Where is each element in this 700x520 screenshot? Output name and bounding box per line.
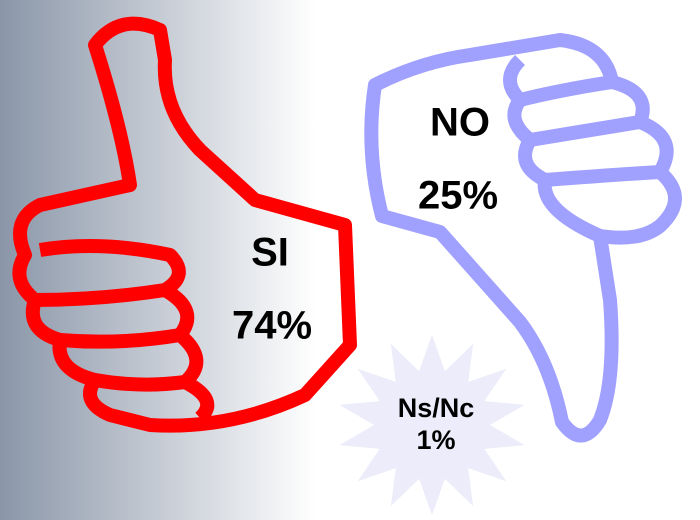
no-value: 25% — [418, 174, 498, 218]
thumb-up — [12, 16, 357, 433]
undecided-value: 1% — [416, 425, 455, 455]
thumb-down — [364, 33, 682, 443]
yes-value: 74% — [232, 304, 312, 348]
starburst — [339, 334, 525, 516]
yes-label: SI — [251, 231, 289, 275]
no-label: NO — [430, 101, 490, 145]
undecided-label: Ns/Nc — [398, 393, 475, 423]
